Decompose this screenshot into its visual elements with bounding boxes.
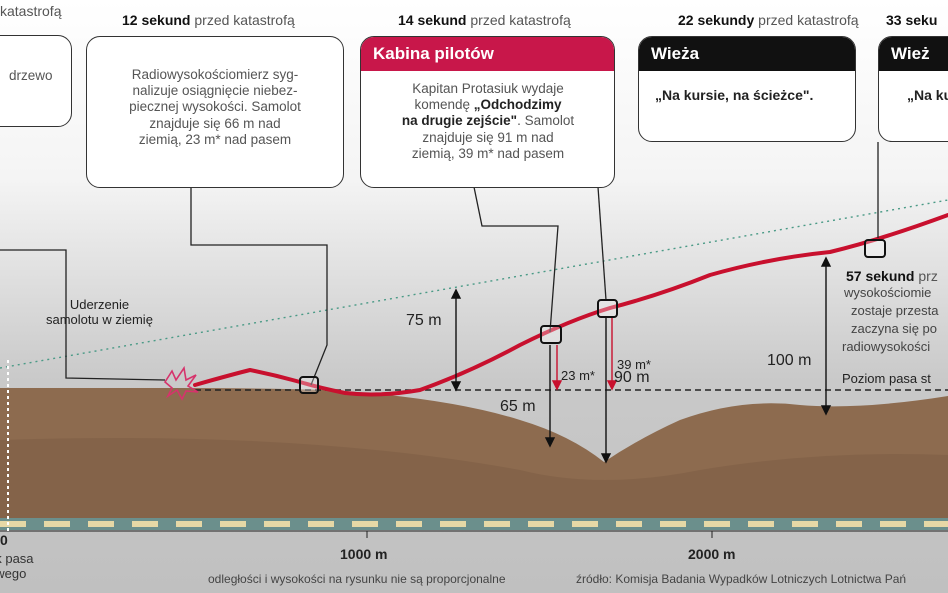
- height-65-label: 65 m: [500, 398, 536, 415]
- callout-14-header: 14 sekund przed katastrofą: [398, 12, 571, 28]
- terrain-shade: [0, 438, 948, 518]
- impact-label: Uderzenie samolotu w ziemię: [46, 297, 153, 327]
- callout-left-header: katastrofą: [0, 3, 62, 19]
- axis-2000-label: 2000 m: [688, 546, 736, 562]
- axis-zero-label: 0: [0, 532, 8, 548]
- aircraft-position-12s: [299, 376, 319, 394]
- connector-left: [0, 249, 166, 381]
- connector-c12: [190, 188, 328, 386]
- connector-c14b: [597, 186, 607, 301]
- footer-source: źródło: Komisja Badania Wypadków Lotnicz…: [576, 572, 907, 586]
- callout-12-header: 12 sekund przed katastrofą: [122, 12, 295, 28]
- flight-path: [193, 213, 948, 397]
- callout-33-quote: „Na ku: [907, 87, 948, 103]
- runway-start-label: ek pasa owego: [0, 551, 34, 581]
- cabin-bar: Kabina pilotów: [361, 37, 614, 71]
- callout-33-header: 33 seku: [886, 12, 938, 28]
- callout-14-box: Kabina pilotów Kapitan Protasiuk wydaje k…: [360, 36, 615, 188]
- height-75-label: 75 m: [406, 312, 442, 329]
- callout-12-box: Radiowysokościomierz syg- nalizuje osiąg…: [86, 36, 344, 188]
- connector-c14: [473, 186, 559, 333]
- callout-57-line-1: wysokościomie: [844, 285, 932, 300]
- callout-57-line-2: zostaje przesta: [851, 303, 939, 318]
- callout-22-quote: „Na kursie, na ścieżce".: [655, 87, 814, 103]
- runway-height-arrows: [551, 318, 618, 391]
- callout-left-text: drzewo: [9, 68, 53, 83]
- callout-57-line-4: radiowysokości: [842, 339, 931, 354]
- tower-bar: Wieża: [639, 37, 855, 71]
- footer-note: odległości i wysokości na rysunku nie są…: [208, 572, 506, 586]
- height-arrows: [450, 256, 832, 464]
- height-90-label: 90 m: [614, 369, 650, 386]
- callout-left-box: drzewo: [0, 35, 72, 127]
- terrain: [0, 388, 948, 518]
- callout-22-header: 22 sekundy przed katastrofą: [678, 12, 859, 28]
- glide-slope-line: [0, 199, 948, 369]
- tower-bar-33: Wież: [879, 37, 948, 71]
- height-23-label: 23 m*: [561, 368, 595, 383]
- aircraft-position-14s-a: [540, 325, 562, 344]
- impact-marker: [163, 365, 199, 401]
- callout-33-box: Wież „Na ku: [878, 36, 948, 142]
- callout-22-box: Wieża „Na kursie, na ścieżce".: [638, 36, 856, 142]
- axis-1000-label: 1000 m: [340, 546, 388, 562]
- aircraft-position-22s: [864, 239, 886, 258]
- callout-57-line-3: zaczyna się po: [851, 321, 937, 336]
- callout-57-header: 57 sekund prz: [846, 268, 938, 284]
- height-100-label: 100 m: [767, 352, 812, 369]
- runway-level-label: Poziom pasa st: [842, 371, 931, 386]
- height-39-label: 39 m*: [617, 357, 651, 372]
- callout-14-text: Kapitan Protasiuk wydaje komendę „Odchodz…: [401, 81, 575, 161]
- aircraft-position-14s-b: [597, 299, 618, 318]
- callout-12-text: Radiowysokościomierz syg- nalizuje osiąg…: [129, 67, 301, 147]
